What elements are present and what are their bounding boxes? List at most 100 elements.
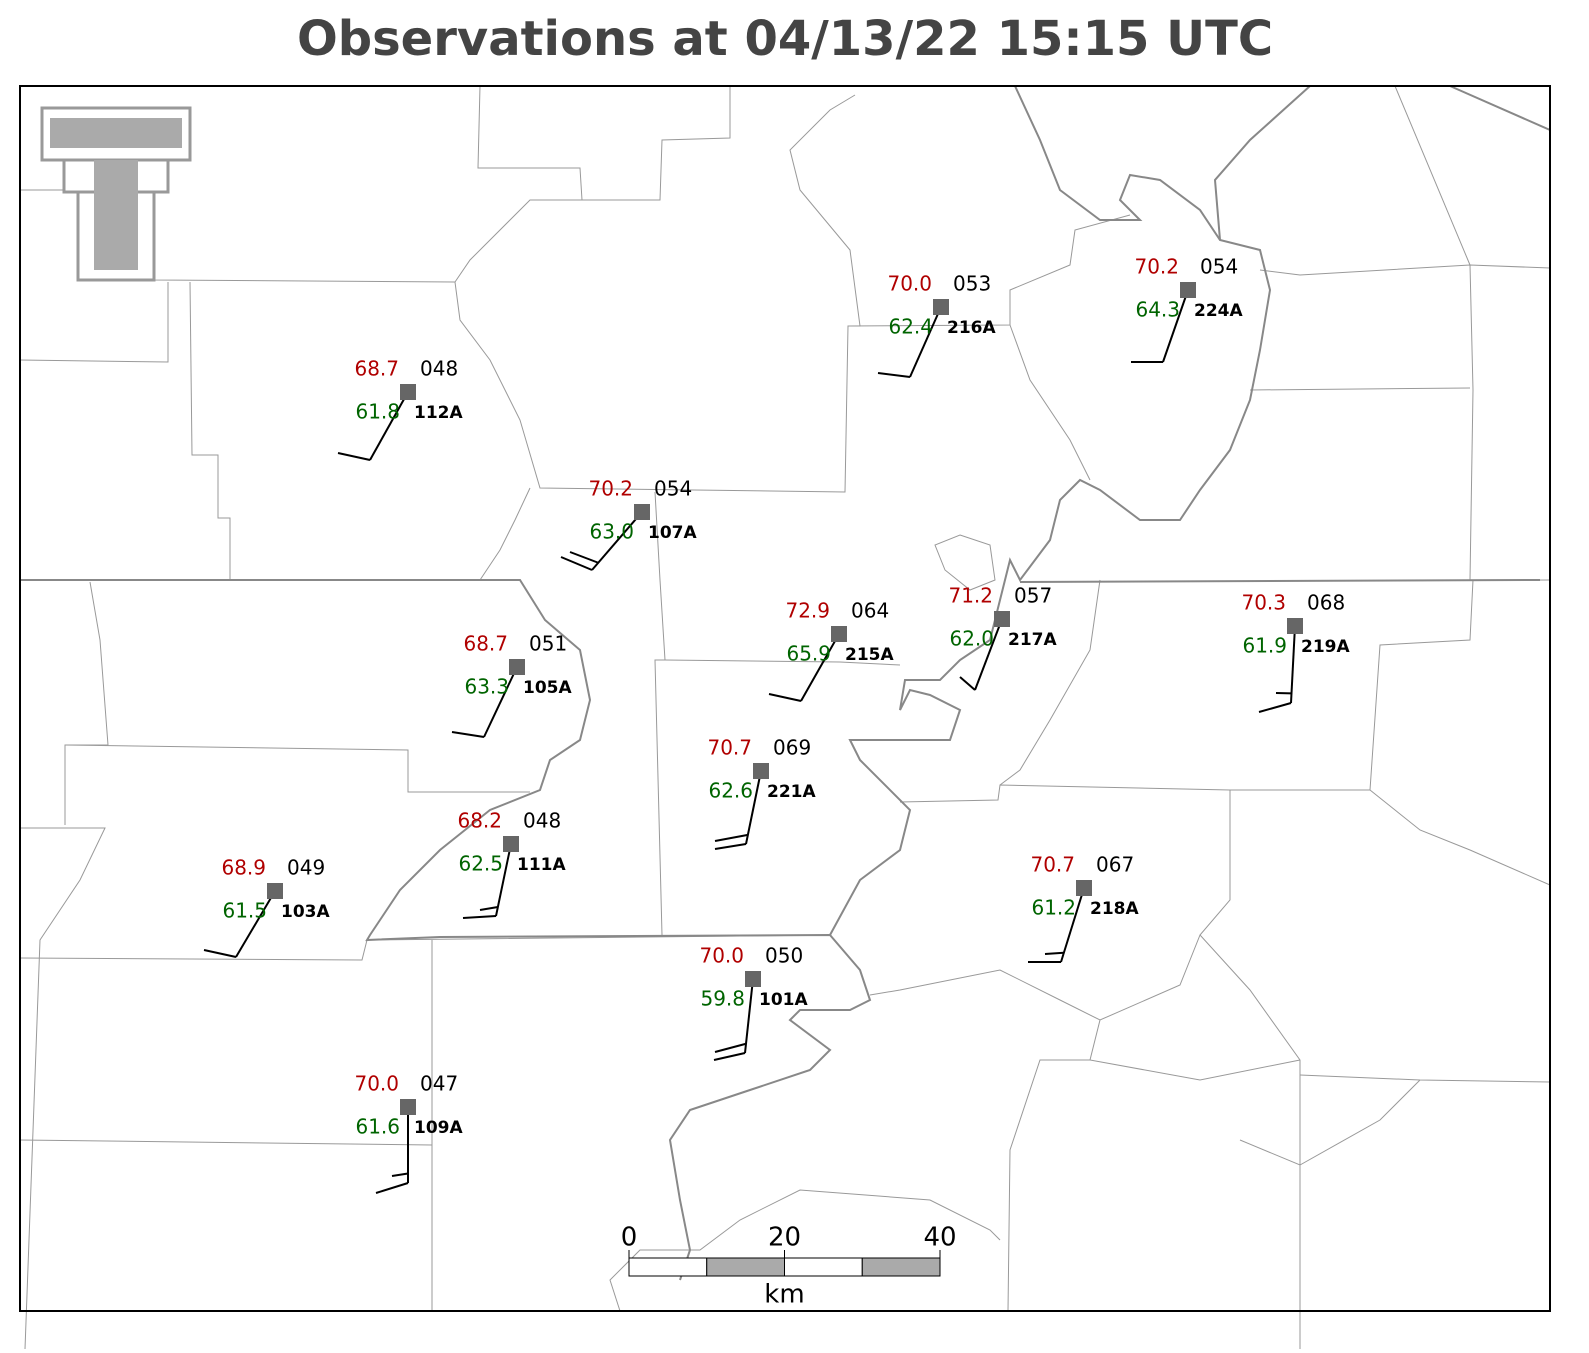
map-title: Observations at 04/13/22 15:15 UTC [297, 11, 1273, 67]
station-id: 103A [281, 902, 330, 922]
dewpoint: 65.9 [786, 642, 831, 666]
pressure: 047 [420, 1072, 458, 1096]
pressure: 048 [420, 357, 458, 381]
wind-barb [480, 907, 498, 910]
station-marker [267, 883, 283, 899]
scale-label: 20 [768, 1223, 801, 1253]
temperature: 70.2 [588, 477, 633, 501]
station-marker [745, 971, 761, 987]
temperature: 70.0 [354, 1072, 399, 1096]
station-id: 107A [648, 523, 697, 543]
pressure: 054 [1200, 255, 1238, 279]
dewpoint: 62.5 [458, 852, 503, 876]
wind-shaft [745, 979, 753, 1053]
station-marker [400, 384, 416, 400]
temperature: 68.9 [221, 856, 266, 880]
station-id: 217A [1008, 630, 1057, 650]
station-id: 224A [1194, 301, 1243, 321]
temperature: 68.7 [463, 632, 508, 656]
dewpoint: 62.6 [708, 779, 753, 803]
station: 68.7 051 63.3 105A [452, 632, 572, 738]
pressure: 064 [851, 599, 889, 623]
dewpoint: 63.3 [464, 675, 509, 699]
pressure: 067 [1096, 853, 1134, 877]
scale-label: 0 [621, 1223, 638, 1253]
wind-barb [376, 1183, 408, 1193]
wind-barb [715, 844, 746, 849]
dewpoint: 61.2 [1031, 896, 1076, 920]
station-id: 105A [523, 678, 572, 698]
pressure: 068 [1307, 591, 1345, 615]
wind-barb [1045, 953, 1064, 954]
scale-unit: km [764, 1280, 804, 1310]
dewpoint: 61.8 [355, 400, 400, 424]
scale-segment [707, 1258, 785, 1276]
dewpoint: 63.0 [589, 520, 634, 544]
wind-barb [715, 835, 748, 841]
station-marker [831, 626, 847, 642]
dewpoint: 61.5 [222, 899, 267, 923]
station: 71.2 057 62.0 217A [948, 584, 1057, 691]
temperature: 68.7 [354, 357, 399, 381]
station-marker [1180, 282, 1196, 298]
station: 70.0 047 61.6 109A [354, 1072, 463, 1194]
station: 70.0 053 62.4 216A [878, 272, 996, 378]
scale-segment [785, 1258, 863, 1276]
station-marker [994, 611, 1010, 627]
wind-barb [1259, 703, 1291, 712]
pressure: 054 [654, 477, 692, 501]
pressure: 053 [953, 272, 991, 296]
temperature: 70.3 [1241, 591, 1286, 615]
temperature: 72.9 [785, 599, 830, 623]
temperature: 70.0 [887, 272, 932, 296]
temperature: 70.7 [707, 736, 752, 760]
temperature: 70.7 [1030, 853, 1075, 877]
station-id: 109A [414, 1118, 463, 1138]
wind-barb [715, 1044, 746, 1052]
wind-barb [878, 373, 910, 377]
pressure: 057 [1014, 584, 1052, 608]
wind-barb [570, 552, 598, 563]
scale-label: 40 [923, 1223, 956, 1253]
temperature: 70.0 [699, 944, 744, 968]
dewpoint: 61.9 [1242, 634, 1287, 658]
dewpoint: 62.0 [949, 627, 994, 651]
dewpoint: 62.4 [888, 315, 933, 339]
station-plots: 68.7 048 61.8 112A 70.2 054 63.0 107A 70.0 053 62.… [204, 255, 1350, 1194]
scale-segment [862, 1258, 940, 1276]
station-marker [634, 504, 650, 520]
wind-shaft [1291, 626, 1295, 703]
wind-barb [452, 732, 484, 737]
dewpoint: 59.8 [700, 987, 745, 1011]
station-marker [1287, 618, 1303, 634]
station-marker [933, 299, 949, 315]
station: 72.9 064 65.9 215A [769, 599, 894, 702]
station-id: 111A [517, 855, 566, 875]
station: 70.0 050 59.8 101A [699, 944, 808, 1061]
dewpoint: 61.6 [355, 1115, 400, 1139]
station-id: 219A [1301, 637, 1350, 657]
scale-bar: 0 20 40 km [621, 1223, 957, 1310]
wind-barb [714, 1053, 745, 1060]
temperature: 71.2 [948, 584, 993, 608]
station-id: 215A [845, 645, 894, 665]
station-marker [509, 659, 525, 675]
pressure: 049 [287, 856, 325, 880]
wind-barb [204, 950, 236, 957]
dewpoint: 64.3 [1135, 298, 1180, 322]
pressure: 050 [765, 944, 803, 968]
station-id: 101A [759, 990, 808, 1010]
station: 70.2 054 63.0 107A [561, 477, 697, 571]
wind-barb [392, 1174, 408, 1177]
pressure: 048 [523, 809, 561, 833]
station-id: 216A [947, 318, 996, 338]
wind-barb [463, 916, 496, 918]
pressure: 051 [529, 632, 567, 656]
station: 68.7 048 61.8 112A [338, 357, 463, 461]
scale-segment [629, 1258, 707, 1276]
wind-barb [338, 453, 370, 460]
station-id: 112A [414, 403, 463, 423]
